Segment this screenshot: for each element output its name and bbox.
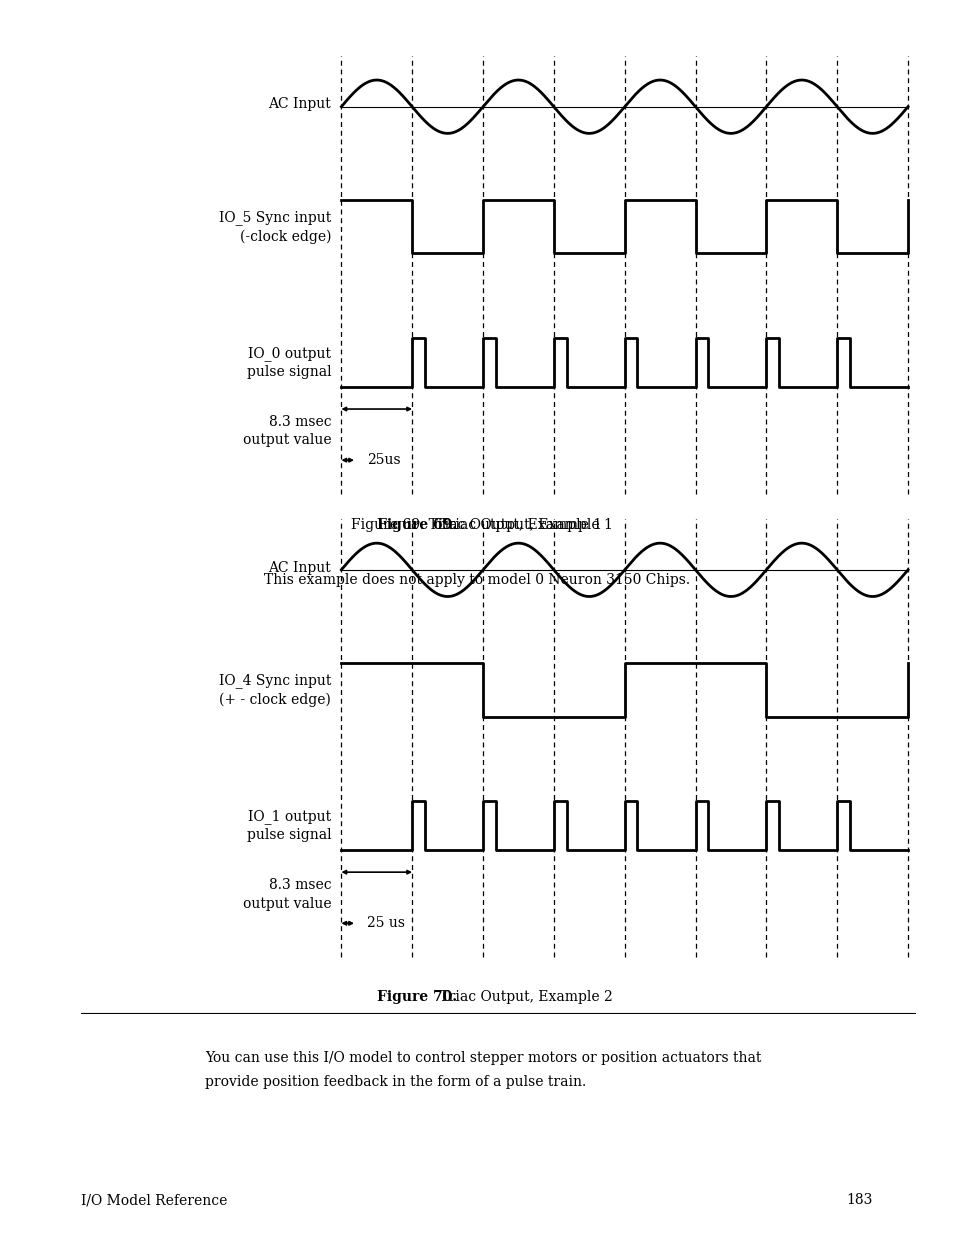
Text: AC Input: AC Input	[268, 561, 331, 574]
Text: Figure 69. Triac Output, Example 1: Figure 69. Triac Output, Example 1	[351, 517, 602, 532]
Text: AC Input: AC Input	[268, 98, 331, 111]
Text: 8.3 msec
output value: 8.3 msec output value	[242, 878, 331, 910]
Text: 183: 183	[845, 1193, 872, 1208]
Text: 25 us: 25 us	[366, 916, 404, 930]
Text: IO_4 Sync input
(+ - clock edge): IO_4 Sync input (+ - clock edge)	[218, 673, 331, 706]
Text: Triac Output, Example 1: Triac Output, Example 1	[435, 517, 612, 532]
Text: IO_0 output
pulse signal: IO_0 output pulse signal	[247, 346, 331, 379]
Text: Figure 70.: Figure 70.	[376, 989, 456, 1004]
Text: IO_5 Sync input
(-clock edge): IO_5 Sync input (-clock edge)	[219, 210, 331, 243]
Text: This example does not apply to model 0 Neuron 3150 Chips.: This example does not apply to model 0 N…	[264, 573, 689, 588]
Text: Figure 69.: Figure 69.	[376, 517, 456, 532]
Text: 8.3 msec
output value: 8.3 msec output value	[242, 415, 331, 447]
Text: 25us: 25us	[366, 453, 400, 467]
Text: I/O Model Reference: I/O Model Reference	[81, 1193, 227, 1208]
Text: You can use this I/O model to control stepper motors or position actuators that: You can use this I/O model to control st…	[205, 1051, 760, 1066]
Text: IO_1 output
pulse signal: IO_1 output pulse signal	[247, 809, 331, 842]
Text: Triac Output, Example 2: Triac Output, Example 2	[435, 989, 612, 1004]
Text: provide position feedback in the form of a pulse train.: provide position feedback in the form of…	[205, 1074, 586, 1089]
